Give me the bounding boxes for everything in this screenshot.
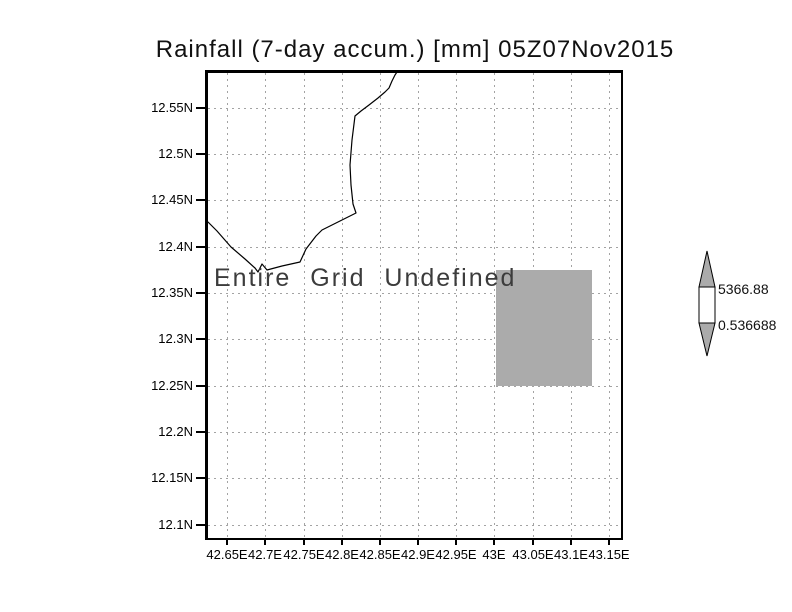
gridline (418, 73, 419, 538)
lat-tick (196, 153, 205, 155)
lat-tick (196, 524, 205, 526)
gridline (342, 73, 343, 538)
gridline (208, 200, 621, 201)
colorbar-min-label: 0.536688 (718, 317, 777, 333)
lat-tick (196, 431, 205, 433)
lat-tick (196, 292, 205, 294)
lon-tick (532, 539, 534, 545)
lon-tick (226, 539, 228, 545)
lat-tick-label: 12.1N (158, 517, 193, 532)
gridline (456, 73, 457, 538)
gridline (208, 386, 621, 387)
lon-tick-label: 43.15E (588, 547, 630, 562)
lon-tick-label: 43E (482, 547, 506, 562)
colorbar-down-arrow (698, 322, 716, 357)
lon-tick (417, 539, 419, 545)
gridline (208, 293, 621, 294)
lon-tick-label: 42.75E (283, 547, 325, 562)
gridline (494, 73, 495, 538)
lon-tick-label: 43.1E (554, 547, 588, 562)
lon-tick (570, 539, 572, 545)
lat-tick-label: 12.25N (151, 378, 193, 393)
lat-tick-label: 12.2N (158, 424, 193, 439)
lat-tick-label: 12.55N (151, 100, 193, 115)
lat-tick-label: 12.15N (151, 470, 193, 485)
colorbar-max-label: 5366.88 (718, 281, 769, 297)
gridline (208, 154, 621, 155)
lon-tick (455, 539, 457, 545)
lat-tick (196, 199, 205, 201)
lat-tick-label: 12.3N (158, 331, 193, 346)
gridline (265, 73, 266, 538)
gridline (304, 73, 305, 538)
lat-tick-label: 12.35N (151, 285, 193, 300)
lat-tick (196, 107, 205, 109)
lon-tick (303, 539, 305, 545)
colorbar-up-arrow (698, 250, 716, 288)
map-frame (205, 70, 623, 540)
lat-tick-label: 12.45N (151, 192, 193, 207)
gridline (208, 525, 621, 526)
lon-tick (341, 539, 343, 545)
lat-tick (196, 385, 205, 387)
gridline (208, 478, 621, 479)
plot-title: Rainfall (7-day accum.) [mm] 05Z07Nov201… (155, 36, 675, 63)
lat-tick (196, 477, 205, 479)
gridline (208, 247, 621, 248)
lat-tick (196, 338, 205, 340)
undefined-data-cell (496, 270, 592, 386)
lat-tick (196, 246, 205, 248)
lon-tick-label: 43.05E (512, 547, 554, 562)
gridline (609, 73, 610, 538)
gridline (208, 432, 621, 433)
lon-tick (608, 539, 610, 545)
lat-tick-label: 12.5N (158, 146, 193, 161)
gridline (380, 73, 381, 538)
gridline (208, 108, 621, 109)
lon-tick-label: 42.85E (359, 547, 401, 562)
lat-tick-label: 12.4N (158, 239, 193, 254)
colorbar-bar (698, 286, 716, 324)
undefined-grid-message: Entire Grid Undefined (214, 264, 517, 292)
lon-tick-label: 42.95E (435, 547, 477, 562)
gridline (227, 73, 228, 538)
lon-tick-label: 42.65E (206, 547, 248, 562)
gridline (208, 339, 621, 340)
lon-tick (379, 539, 381, 545)
lon-tick-label: 42.7E (248, 547, 282, 562)
lon-tick (264, 539, 266, 545)
lon-tick (493, 539, 495, 545)
lon-tick-label: 42.9E (401, 547, 435, 562)
lon-tick-label: 42.8E (325, 547, 359, 562)
